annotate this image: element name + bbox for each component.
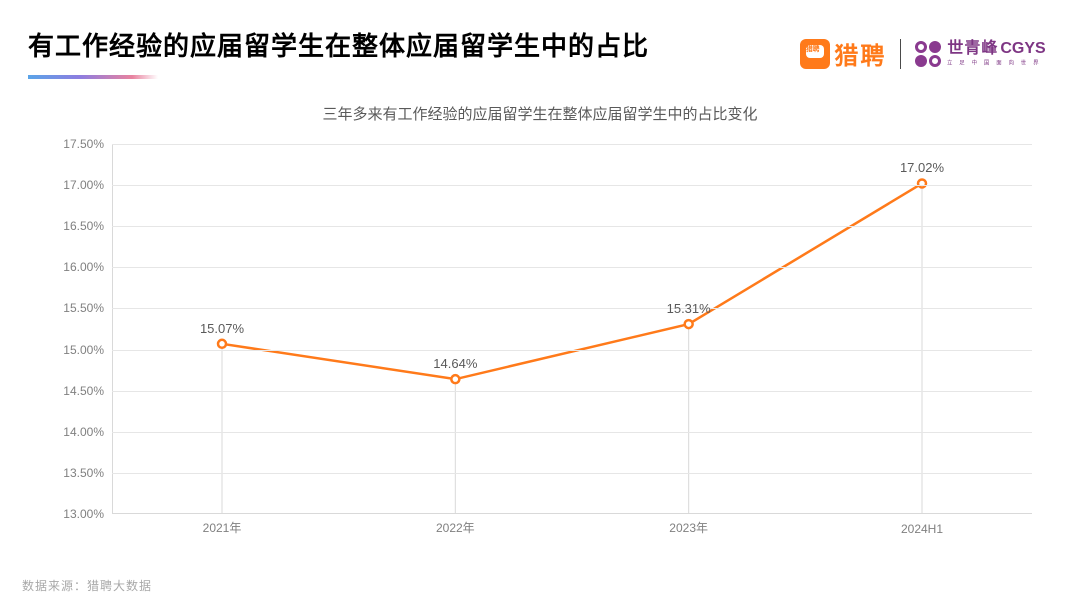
- y-tick-label: 13.50%: [40, 466, 104, 480]
- cgys-main: 世青峰: [947, 41, 998, 57]
- title-underline: [28, 75, 158, 79]
- data-marker: [218, 340, 226, 348]
- grid-line: [112, 226, 1032, 227]
- y-tick-label: 15.50%: [40, 301, 104, 315]
- data-label: 15.07%: [200, 321, 244, 336]
- cgys-icon: [915, 41, 941, 67]
- chart-svg: [112, 144, 1032, 514]
- cgys-sub: 立 足 中 国 面 向 世 界: [947, 61, 1041, 66]
- data-label: 17.02%: [900, 160, 944, 175]
- chart: 15.07% 14.64% 15.31% 17.02% 13.00% 13.50% 14.…: [40, 134, 1050, 554]
- data-marker: [685, 320, 693, 328]
- data-label: 15.31%: [667, 301, 711, 316]
- y-tick-label: 15.00%: [40, 343, 104, 357]
- chart-subtitle: 三年多来有工作经验的应届留学生在整体应届留学生中的占比变化: [0, 103, 1080, 124]
- y-tick-label: 14.00%: [40, 425, 104, 439]
- x-tick-label: 2022年: [436, 519, 475, 536]
- page-title: 有工作经验的应届留学生在整体应届留学生中的占比: [28, 26, 649, 63]
- liepin-text: 猎聘: [834, 36, 886, 71]
- y-tick-label: 14.50%: [40, 384, 104, 398]
- y-tick-label: 16.00%: [40, 260, 104, 274]
- chart-plot: 15.07% 14.64% 15.31% 17.02%: [112, 144, 1032, 514]
- grid-line: [112, 432, 1032, 433]
- logo-divider: [900, 39, 901, 69]
- data-label: 14.64%: [433, 356, 477, 371]
- grid-line: [112, 308, 1032, 309]
- title-area: 有工作经验的应届留学生在整体应届留学生中的占比: [28, 26, 649, 79]
- y-tick-label: 17.00%: [40, 178, 104, 192]
- cgys-text: 世青峰 CGYS 立 足 中 国 面 向 世 界: [947, 41, 1052, 67]
- grid-line: [112, 350, 1032, 351]
- header: 有工作经验的应届留学生在整体应届留学生中的占比 猎聘 世青峰 CGYS 立 足 …: [0, 0, 1080, 79]
- footer-source: 数据来源：猎聘大数据: [22, 577, 152, 594]
- y-tick-label: 17.50%: [40, 137, 104, 151]
- cgys-en: CGYS: [1000, 41, 1045, 57]
- logos: 猎聘 世青峰 CGYS 立 足 中 国 面 向 世 界: [800, 36, 1052, 71]
- x-tick-label: 2024H1: [901, 522, 943, 536]
- data-marker: [451, 375, 459, 383]
- grid-line: [112, 473, 1032, 474]
- cgys-logo: 世青峰 CGYS 立 足 中 国 面 向 世 界: [915, 41, 1052, 67]
- grid-line: [112, 267, 1032, 268]
- liepin-logo: 猎聘: [800, 36, 886, 71]
- data-marker: [918, 179, 926, 187]
- x-tick-label: 2021年: [203, 519, 242, 536]
- grid-line: [112, 144, 1032, 145]
- grid-line: [112, 391, 1032, 392]
- y-tick-label: 13.00%: [40, 507, 104, 521]
- x-tick-label: 2023年: [669, 519, 708, 536]
- y-tick-label: 16.50%: [40, 219, 104, 233]
- liepin-icon: [800, 39, 830, 69]
- grid-line: [112, 185, 1032, 186]
